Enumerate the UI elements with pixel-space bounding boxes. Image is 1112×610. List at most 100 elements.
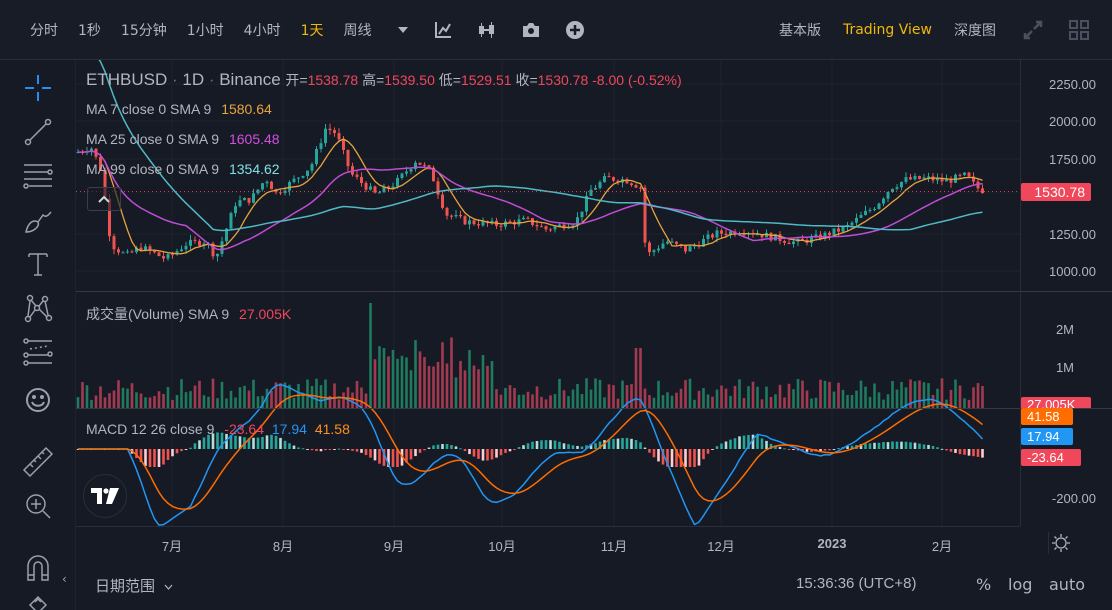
- collapse-legend-button[interactable]: [87, 187, 121, 211]
- lock-icon[interactable]: [20, 592, 56, 610]
- volume-tick: 2M: [1055, 322, 1074, 337]
- volume-value: 27.005K: [239, 306, 292, 322]
- magnet-icon[interactable]: [20, 550, 56, 586]
- high-label: 高=: [362, 72, 385, 88]
- tv-logo-icon: [91, 488, 119, 504]
- high-value: 1539.50: [384, 72, 435, 88]
- volume-tick: 1M: [1055, 360, 1074, 375]
- time-tick: 10月: [488, 539, 516, 554]
- axis-divider: [1021, 291, 1112, 292]
- ma7-legend[interactable]: MA 7 close 0 SMA 9 1580.64: [86, 101, 272, 117]
- chevron-down-icon: [164, 584, 173, 590]
- view-switcher: 基本版 Trading View 深度图: [779, 0, 1112, 60]
- macd-signal-value: 41.58: [314, 421, 350, 437]
- trend-line-icon[interactable]: [20, 114, 56, 150]
- timeframe-1s[interactable]: 1秒: [78, 22, 101, 39]
- open-value: 1538.78: [307, 72, 359, 88]
- price-tick: 1000.00: [1049, 264, 1096, 279]
- symbol-exchange: Binance: [219, 70, 281, 89]
- camera-icon[interactable]: [520, 19, 542, 41]
- clock[interactable]: 15:36:36 (UTC+8): [796, 575, 917, 592]
- text-icon[interactable]: [20, 246, 56, 282]
- timeframe-1w[interactable]: 周线: [343, 22, 372, 39]
- time-axis[interactable]: 7月 8月 9月 10月 11月 12月 2023 2月: [76, 526, 1020, 560]
- price-tick: 1750.00: [1049, 152, 1096, 167]
- macd-pane-divider[interactable]: [76, 408, 1112, 409]
- time-tick: 12月: [707, 539, 735, 554]
- candle-type-icon[interactable]: [476, 19, 498, 41]
- add-icon[interactable]: [564, 19, 586, 41]
- timeframe-selector: 分时 1秒 15分钟 1小时 4小时 1天 周线: [0, 19, 608, 41]
- time-tick: 2月: [931, 539, 953, 554]
- macd-hist-value: -23.64: [224, 421, 264, 437]
- timeframe-1h[interactable]: 1小时: [186, 22, 224, 39]
- timeframe-4h[interactable]: 4小时: [243, 22, 281, 39]
- percent-scale-button[interactable]: %: [976, 575, 992, 594]
- macd-tick: -200.00: [1051, 491, 1096, 506]
- layout-grid-icon[interactable]: [1068, 19, 1090, 41]
- price-tick: 2000.00: [1049, 114, 1096, 129]
- volume-tag: 27.005K: [1021, 397, 1091, 409]
- ma99-value: 1354.62: [228, 161, 280, 177]
- ma99-label: MA 99 close 0 SMA 9: [86, 161, 220, 177]
- time-tick: 8月: [272, 539, 294, 554]
- ma25-value: 1605.48: [228, 131, 280, 147]
- caret-down-icon[interactable]: [392, 19, 414, 41]
- zoom-in-icon[interactable]: [20, 488, 56, 524]
- low-label: 低=: [438, 72, 461, 88]
- prediction-icon[interactable]: [20, 334, 56, 370]
- ma25-legend[interactable]: MA 25 close 0 SMA 9 1605.48: [86, 131, 280, 147]
- emoji-icon[interactable]: [20, 382, 56, 418]
- collapse-sidebar-button[interactable]: ‹: [62, 572, 67, 586]
- bottom-bar: 日期范围 15:36:36 (UTC+8) % log auto: [76, 560, 1112, 610]
- horizontal-lines-icon[interactable]: [20, 158, 56, 194]
- log-scale-button[interactable]: log: [1008, 575, 1033, 594]
- timeframe-15m[interactable]: 15分钟: [120, 22, 167, 39]
- volume-label: 成交量(Volume) SMA 9: [86, 306, 230, 322]
- price-tick: 1250.00: [1049, 227, 1096, 242]
- ma7-value: 1580.64: [221, 101, 272, 117]
- time-tick: 7月: [161, 539, 183, 554]
- view-tradingview[interactable]: Trading View: [842, 22, 932, 38]
- time-tick: 9月: [383, 539, 405, 554]
- macd-line-tag: 17.94: [1021, 428, 1073, 445]
- open-label: 开=: [285, 72, 308, 88]
- macd-legend[interactable]: MACD 12 26 close 9 -23.64 17.94 41.58: [86, 421, 350, 437]
- timeframe-tick[interactable]: 分时: [30, 22, 58, 39]
- current-price-tag: 1530.78: [1021, 183, 1091, 201]
- close-value: 1530.78: [537, 72, 589, 88]
- volume-pane-divider[interactable]: [76, 291, 1112, 292]
- brush-icon[interactable]: [20, 202, 56, 238]
- date-range-button[interactable]: 日期范围: [95, 575, 173, 596]
- candlestick-chart[interactable]: [76, 39, 1020, 526]
- indicator-icon[interactable]: [432, 19, 454, 41]
- change-value: -8.00 (-0.52%): [592, 72, 682, 88]
- gear-icon[interactable]: [1048, 532, 1072, 554]
- price-tick: 2250.00: [1049, 77, 1096, 92]
- price-axis[interactable]: 2250.00 2000.00 1750.00 1530.78 1250.00 …: [1020, 60, 1112, 526]
- volume-tag-wrap: 27.005K: [1021, 397, 1091, 409]
- time-tick-year: 2023: [817, 536, 847, 551]
- symbol-name[interactable]: ETHBUSD: [86, 70, 168, 89]
- ma99-legend[interactable]: MA 99 close 0 SMA 9 1354.62: [86, 161, 280, 177]
- time-tick: 11月: [600, 539, 628, 554]
- timeframe-1d[interactable]: 1天: [300, 22, 324, 39]
- view-basic[interactable]: 基本版: [778, 23, 821, 39]
- ruler-icon[interactable]: [20, 444, 56, 480]
- pattern-icon[interactable]: [20, 290, 56, 326]
- macd-signal-tag: 41.58: [1021, 408, 1073, 425]
- view-depth[interactable]: 深度图: [954, 23, 996, 39]
- auto-scale-button[interactable]: auto: [1049, 575, 1086, 594]
- symbol-legend: ETHBUSD · 1D · Binance 开=1538.78 高=1539.…: [86, 70, 682, 89]
- chart-canvas[interactable]: [76, 39, 1020, 526]
- chevron-up-icon: [98, 195, 110, 203]
- fullscreen-icon[interactable]: [1022, 19, 1044, 41]
- macd-hist-tag: -23.64: [1021, 449, 1081, 466]
- ma25-label: MA 25 close 0 SMA 9: [86, 131, 220, 147]
- volume-legend[interactable]: 成交量(Volume) SMA 9 27.005K: [86, 304, 291, 324]
- macd-label: MACD 12 26 close 9: [86, 421, 215, 437]
- crosshair-icon[interactable]: [20, 70, 56, 106]
- macd-line-value: 17.94: [271, 421, 307, 437]
- tradingview-logo[interactable]: [83, 474, 127, 518]
